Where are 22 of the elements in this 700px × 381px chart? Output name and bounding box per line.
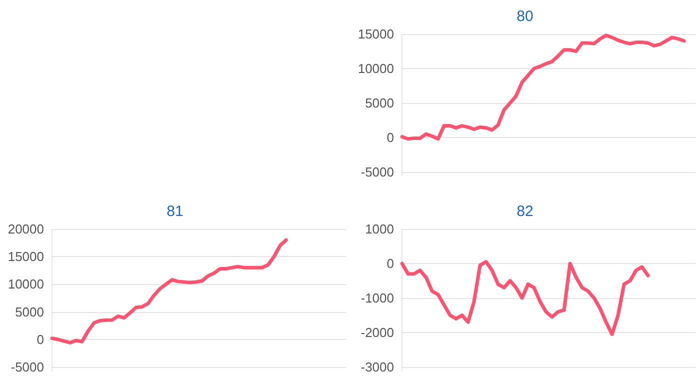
y-tick-label: 5000 [15,304,44,320]
y-tick-label: 10000 [8,276,44,292]
y-tick-label: -5000 [10,360,44,374]
y-tick-label: 1000 [365,222,394,236]
chart-title: 80 [516,8,534,25]
y-tick-label: 0 [386,130,394,145]
line-series [50,238,288,344]
y-tick-label: -2000 [360,325,394,340]
line-series [400,34,686,141]
y-tick-label: -1000 [360,290,394,306]
y-tick-label: 0 [36,332,44,347]
y-tick-label: -3000 [360,360,394,374]
y-tick-label: 0 [386,256,394,271]
y-tick-label: 15000 [358,26,394,42]
y-tick-label: 20000 [8,222,44,236]
chart-title: 81 [166,203,184,220]
y-tick-label: 10000 [358,61,394,76]
chart-title: 82 [516,203,534,220]
y-tick-label: 5000 [365,96,394,110]
y-tick-label: -5000 [360,164,394,180]
y-tick-label: 15000 [8,249,44,264]
line-series [400,260,650,336]
